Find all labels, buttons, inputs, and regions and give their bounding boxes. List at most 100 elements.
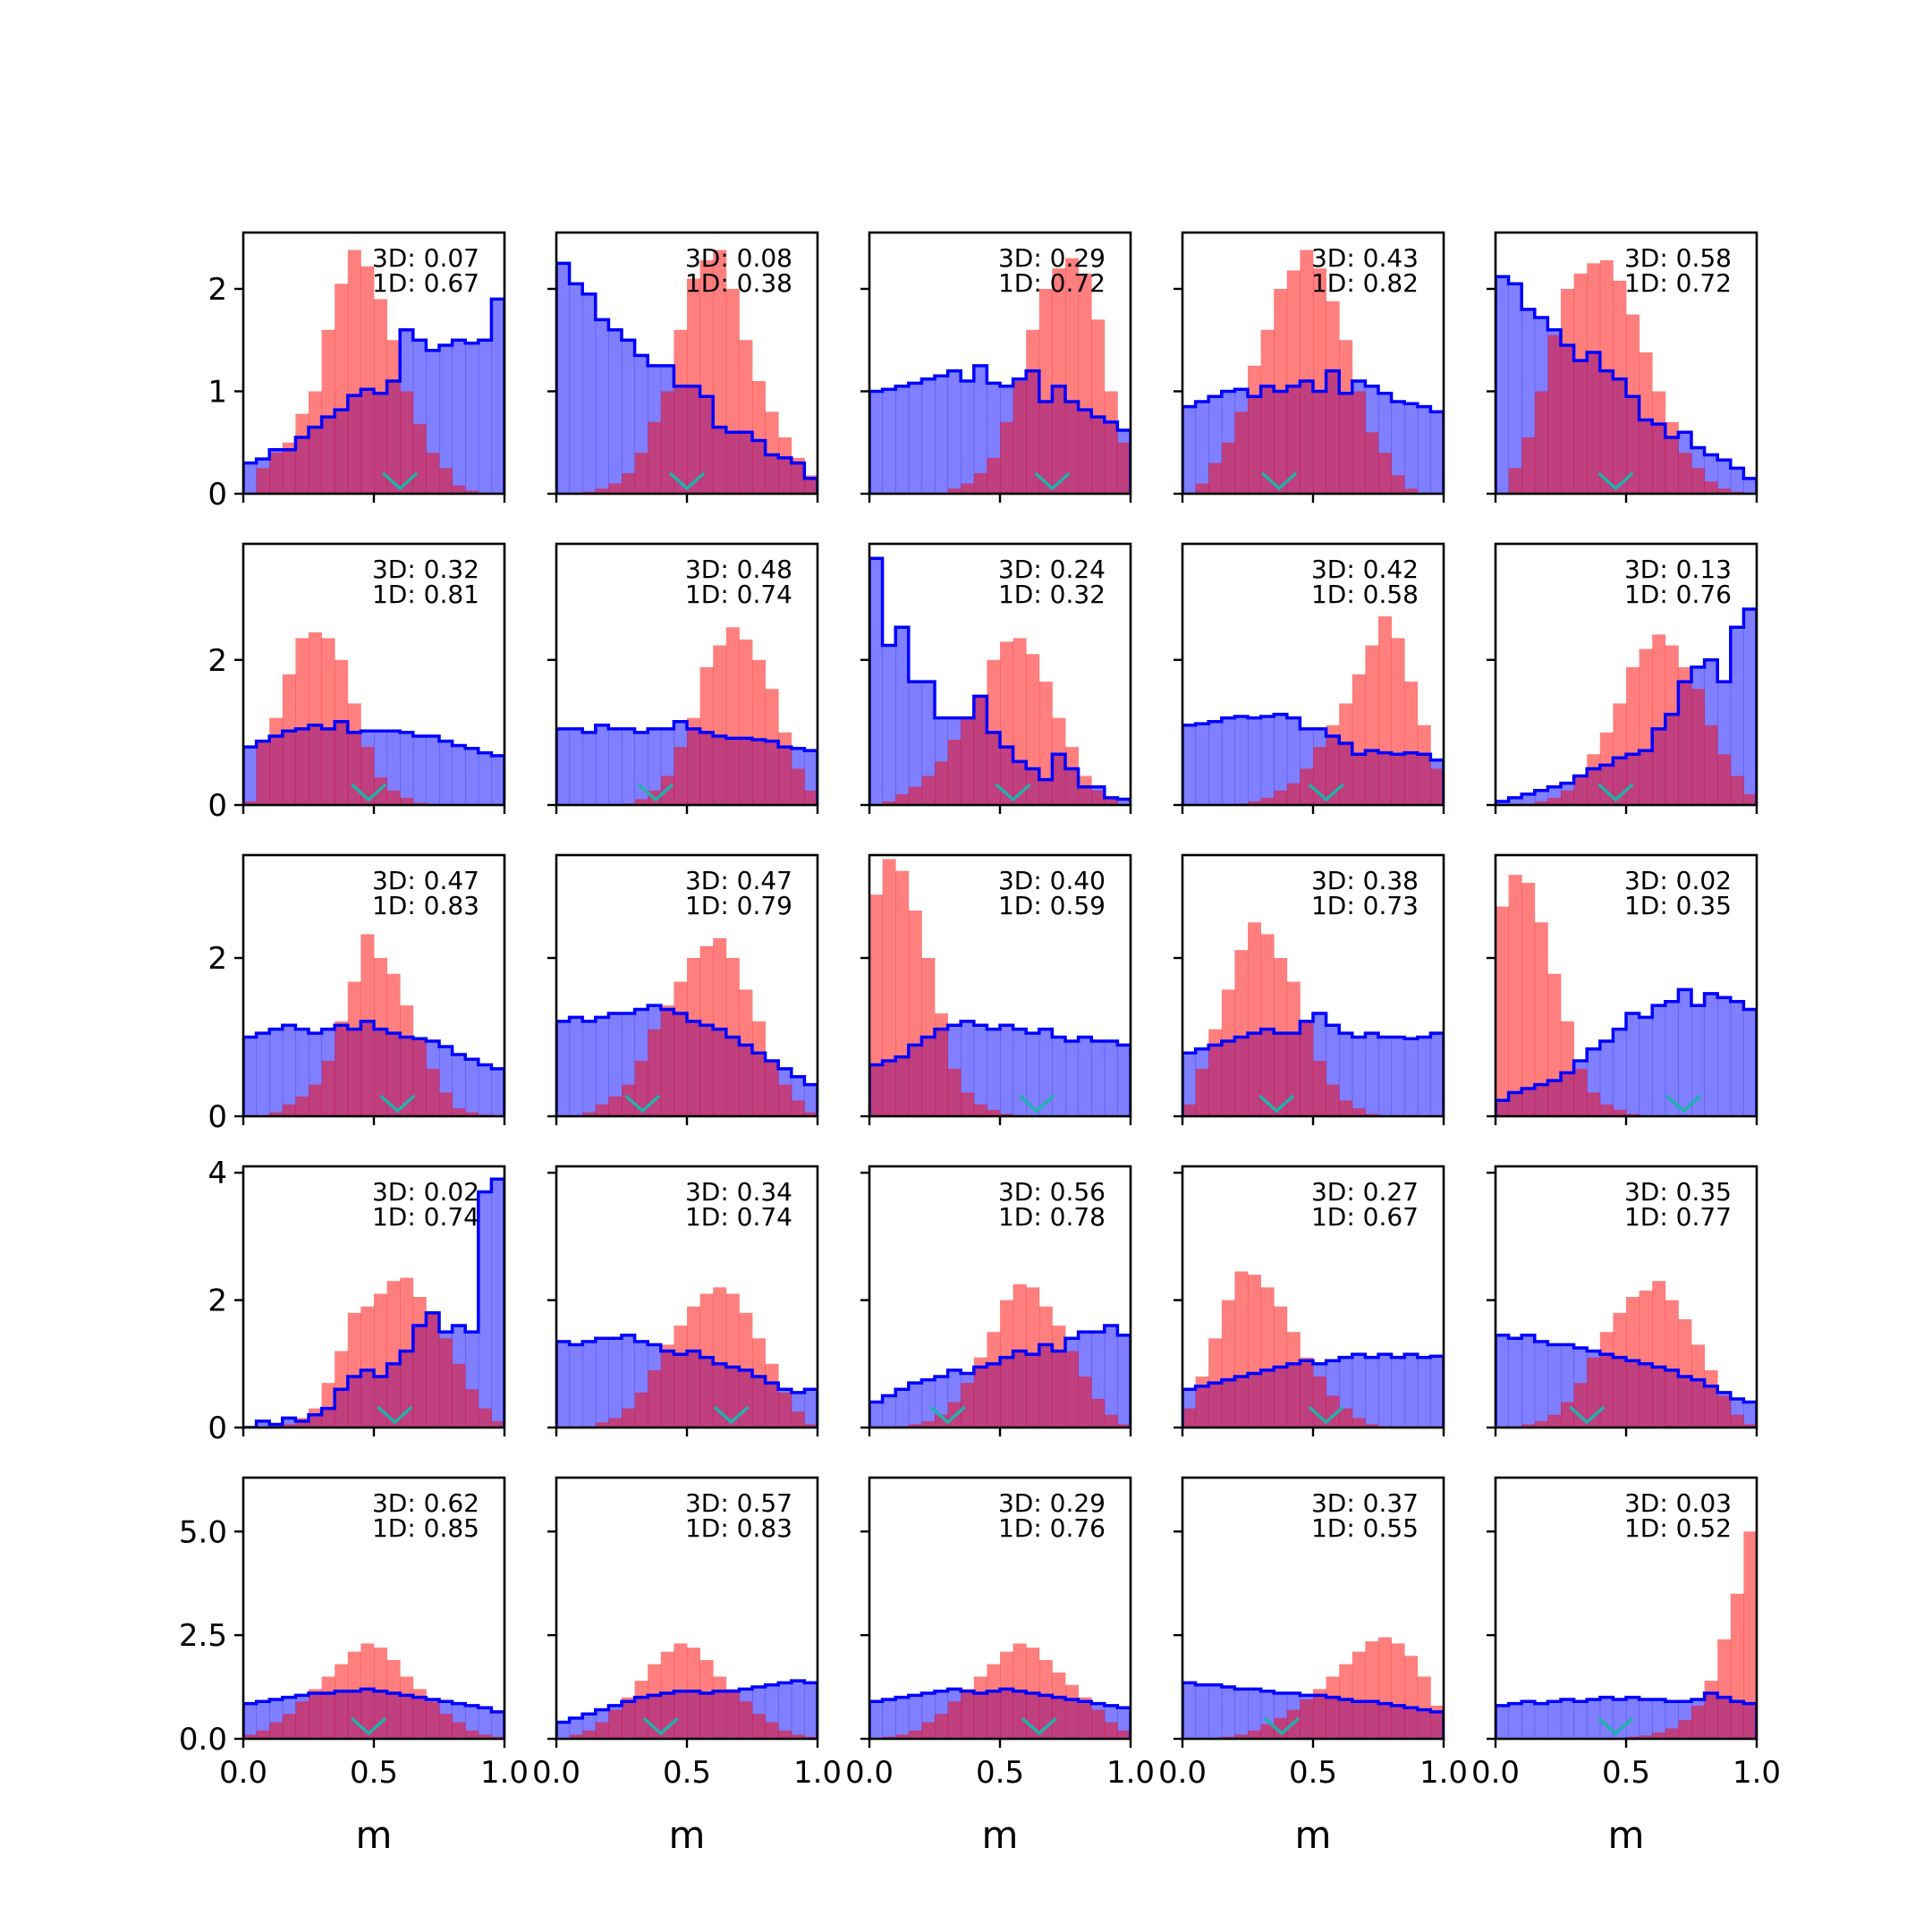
- red-bar: [622, 1697, 635, 1739]
- blue-bar: [1599, 1040, 1614, 1116]
- red-bar: [269, 1112, 284, 1116]
- plot-area: [869, 1643, 1131, 1739]
- red-bar: [452, 485, 466, 494]
- red-bar: [699, 945, 714, 1116]
- y-tick-label: 1: [208, 374, 227, 410]
- red-bar: [256, 1730, 270, 1739]
- red-bar: [1326, 1676, 1340, 1739]
- label-3d: 3D: 0.29: [998, 243, 1106, 273]
- red-bar: [400, 797, 414, 805]
- red-bar: [439, 468, 453, 494]
- x-tick-label: 1.0: [1106, 1755, 1155, 1791]
- red-bar: [1704, 481, 1718, 494]
- blue-bar: [1195, 401, 1209, 494]
- red-bar: [713, 937, 727, 1116]
- red-bar: [1026, 654, 1040, 805]
- blue-bar: [778, 1682, 792, 1739]
- red-bar: [335, 284, 349, 494]
- blue-bar: [1561, 1699, 1574, 1739]
- red-bar: [1704, 1369, 1718, 1428]
- plot-area: [869, 258, 1131, 494]
- blue-bar: [1208, 721, 1223, 805]
- label-1d: 1D: 0.83: [372, 891, 479, 920]
- plot-area: [243, 1177, 504, 1428]
- red-bar: [608, 483, 623, 494]
- blue-bar: [465, 1059, 479, 1116]
- red-bar: [713, 1287, 727, 1428]
- red-bar: [1730, 1414, 1744, 1428]
- red-bar: [386, 1659, 401, 1739]
- red-bar: [791, 768, 805, 805]
- blue-step-line: [869, 1324, 1131, 1428]
- label-3d: 3D: 0.58: [1624, 243, 1732, 273]
- blue-bar: [1587, 1699, 1601, 1739]
- estimate-marker: [1018, 1094, 1055, 1114]
- blue-step-line: [1496, 987, 1757, 1116]
- red-bar: [282, 1424, 296, 1428]
- red-bar: [1117, 442, 1131, 494]
- plot-area: [1496, 875, 1757, 1116]
- label-1d: 1D: 0.77: [1624, 1202, 1732, 1232]
- red-bar: [752, 1021, 766, 1116]
- red-bar: [595, 1422, 609, 1428]
- blue-bar: [1065, 1040, 1079, 1116]
- red-bar: [1599, 259, 1614, 494]
- blue-bar: [1547, 1701, 1562, 1739]
- y-tick-label: 2: [208, 643, 227, 679]
- red-bar: [1313, 268, 1326, 494]
- blue-bar: [556, 728, 570, 805]
- plot-area: [556, 937, 818, 1116]
- estimate-marker: [668, 471, 706, 491]
- blue-bar: [1496, 1705, 1509, 1739]
- x-tick-label: 0.0: [1158, 1755, 1207, 1791]
- red-bar: [1052, 1326, 1066, 1428]
- red-bar: [1352, 1651, 1366, 1739]
- x-tick-label: 0.5: [350, 1755, 398, 1791]
- blue-bar: [622, 1335, 635, 1428]
- red-bar: [752, 381, 766, 494]
- red-bar: [269, 717, 284, 805]
- red-bar: [1026, 1287, 1040, 1428]
- red-bar: [1326, 301, 1340, 494]
- red-bar: [1104, 1414, 1118, 1428]
- red-bar: [1587, 754, 1601, 805]
- red-bar: [1743, 1531, 1757, 1739]
- blue-step-line: [869, 1020, 1131, 1116]
- label-1d: 1D: 0.59: [998, 891, 1106, 920]
- blue-bar: [1391, 1037, 1405, 1116]
- red-bar: [1313, 1061, 1326, 1116]
- y-tick-label: 2: [208, 941, 227, 977]
- blue-bar: [1691, 1005, 1705, 1116]
- red-bar: [648, 1029, 662, 1116]
- red-bar: [1652, 391, 1666, 494]
- red-histogram: [582, 937, 818, 1116]
- red-bar: [439, 1714, 453, 1739]
- estimate-marker: [995, 783, 1031, 802]
- red-bar: [1665, 1728, 1679, 1739]
- blue-bar: [1117, 1045, 1131, 1116]
- red-bar: [1613, 280, 1627, 494]
- blue-bar: [439, 344, 453, 494]
- blue-bar: [1274, 714, 1288, 805]
- red-bar: [1352, 674, 1366, 805]
- red-bar: [648, 421, 662, 494]
- red-bar: [1274, 1717, 1288, 1739]
- red-bar: [1691, 468, 1705, 494]
- red-bar: [1221, 1300, 1235, 1428]
- label-1d: 1D: 0.82: [1311, 268, 1419, 298]
- red-bar: [804, 790, 818, 805]
- blue-bar: [582, 1021, 597, 1116]
- red-bar: [256, 740, 270, 805]
- blue-bar: [478, 752, 492, 805]
- red-bar: [1104, 1722, 1118, 1739]
- red-bar: [987, 457, 1001, 494]
- red-bar: [1665, 645, 1679, 805]
- estimate-marker: [1597, 1716, 1634, 1736]
- red-bar: [1417, 1676, 1431, 1739]
- red-bar: [725, 1689, 740, 1739]
- blue-bar: [804, 1084, 818, 1116]
- blue-bar: [465, 343, 479, 494]
